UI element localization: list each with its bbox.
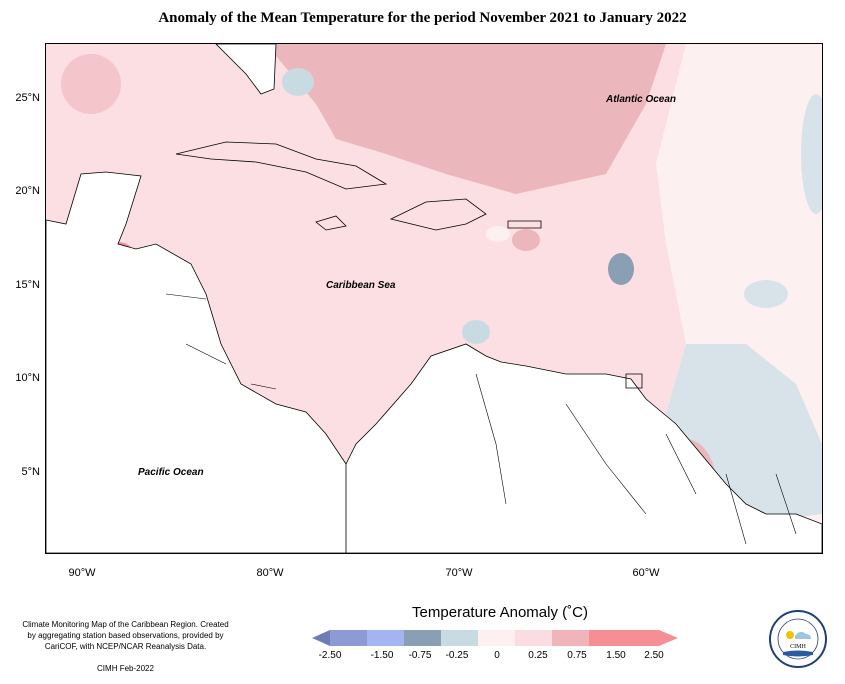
legend-title: Temperature Anomaly (˚C): [412, 604, 588, 621]
lat-label-25: 25°N: [15, 92, 40, 104]
map-credit: CIMH Feb-2022: [97, 664, 154, 673]
legend-tick-label: -1.50: [370, 650, 394, 661]
lon-label-90: 90°W: [68, 567, 96, 579]
legend-swatch-6: [515, 630, 552, 646]
cool-patch-aruba: [462, 320, 490, 344]
legend-tick-label: 0.25: [528, 650, 548, 661]
legend-swatch-lowest: [312, 630, 330, 646]
map-description-note: Climate Monitoring Map of the Caribbean …: [22, 620, 229, 651]
hispaniola-island: [389, 198, 487, 231]
lat-label-5: 5°N: [21, 466, 40, 478]
legend-tick-label: 0: [494, 650, 500, 661]
warm-anomaly-north-atlantic: [266, 44, 666, 194]
legend-swatch-2: [367, 630, 404, 646]
lon-label-80: 80°W: [256, 567, 284, 579]
legend-swatch-3: [404, 630, 441, 646]
map-svg: [46, 44, 822, 553]
pacific-ocean-label: Pacific Ocean: [138, 467, 204, 478]
logo-text: CIMH: [790, 644, 806, 650]
lon-label-70: 70°W: [445, 567, 473, 579]
puerto-rico-island: [507, 220, 542, 229]
lat-label-10: 10°N: [15, 372, 40, 384]
cuba-island: [175, 141, 388, 190]
cool-patch-east: [744, 280, 788, 308]
legend-tick-label: -0.75: [408, 650, 432, 661]
florida-peninsula: [215, 44, 277, 95]
legend-swatch-7: [552, 630, 589, 646]
caribbean-sea-label: Caribbean Sea: [326, 280, 396, 291]
legend-colorbar: [312, 630, 678, 646]
legend-tick-label: -0.25: [445, 650, 469, 661]
south-america-land: [345, 343, 822, 553]
legend-tick-label: 2.50: [644, 650, 664, 661]
lon-label-60: 60°W: [632, 567, 660, 579]
warm-patch-top-left: [61, 54, 121, 114]
legend-swatch-4: [441, 630, 478, 646]
cool-patch-florida: [282, 68, 314, 96]
map-area: [45, 43, 823, 554]
map-title: Anomaly of the Mean Temperature for the …: [158, 10, 687, 26]
sun-icon: [786, 631, 794, 639]
legend-swatch-1: [330, 630, 367, 646]
cool-patch-lesser-antilles: [608, 253, 634, 285]
legend-swatch-5: [478, 630, 515, 646]
trinidad-island: [625, 373, 643, 389]
cloud-icon: [795, 631, 811, 639]
lat-label-20: 20°N: [15, 185, 40, 197]
cool-patch-northeast: [801, 94, 822, 214]
legend-swatch-highest: [659, 630, 678, 646]
warm-patch-hispaniola-east: [512, 229, 540, 251]
lat-label-15: 15°N: [15, 279, 40, 291]
cimh-logo: CIMH: [769, 610, 827, 668]
central-america-land: [46, 171, 359, 553]
legend-tick-label: 1.50: [606, 650, 626, 661]
legend-tick-label: -2.50: [318, 650, 342, 661]
atlantic-ocean-label: Atlantic Ocean: [606, 94, 677, 105]
jamaica-island: [315, 215, 347, 231]
slight-warm-patch-mid: [486, 226, 510, 242]
legend-tick-label: 0.75: [567, 650, 587, 661]
country-borders: [165, 293, 797, 545]
legend-swatch-8: [589, 630, 659, 646]
